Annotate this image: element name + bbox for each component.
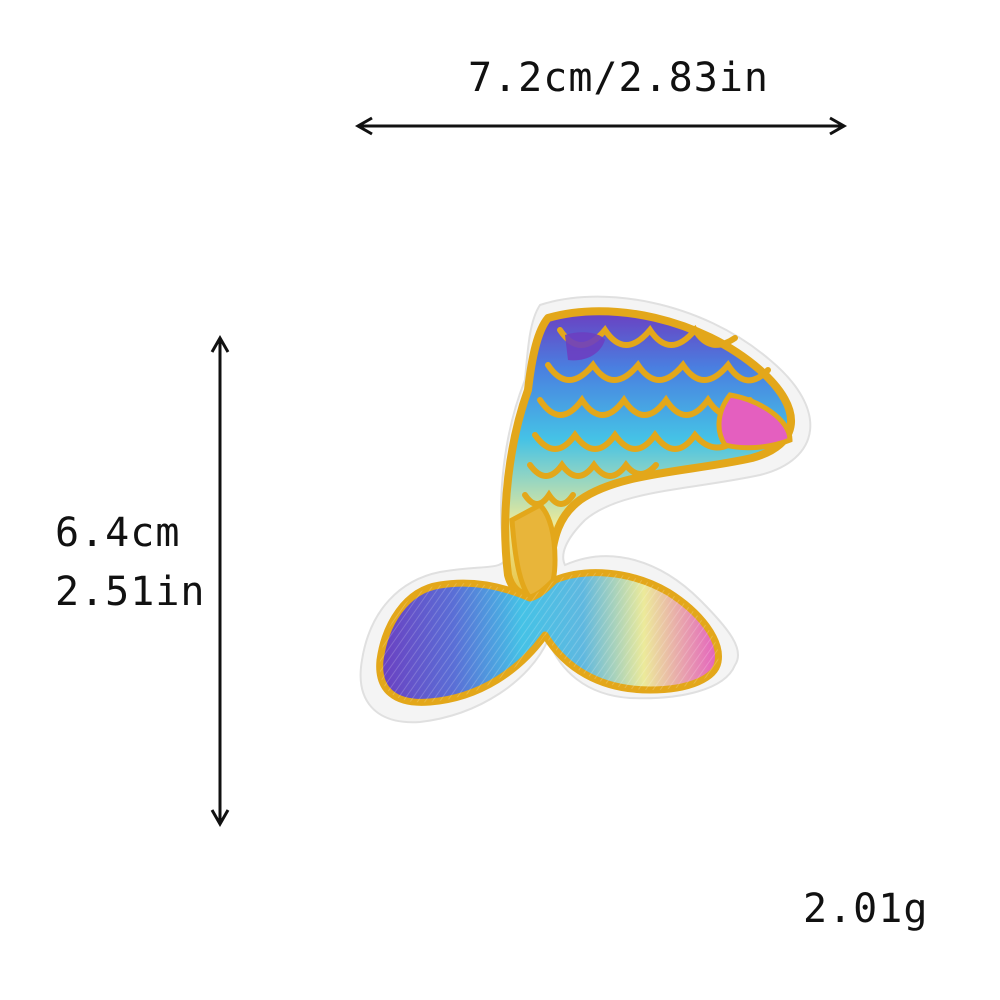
weight-label: 2.01g	[803, 886, 929, 932]
height-dimension-cm-label: 6.4cm	[55, 510, 181, 556]
height-arrow	[210, 334, 230, 828]
height-dimension-in-label: 2.51in	[55, 569, 206, 615]
width-dimension-label: 7.2cm/2.83in	[468, 55, 769, 101]
mermaid-tail-patch	[359, 295, 812, 724]
width-arrow	[354, 116, 848, 136]
